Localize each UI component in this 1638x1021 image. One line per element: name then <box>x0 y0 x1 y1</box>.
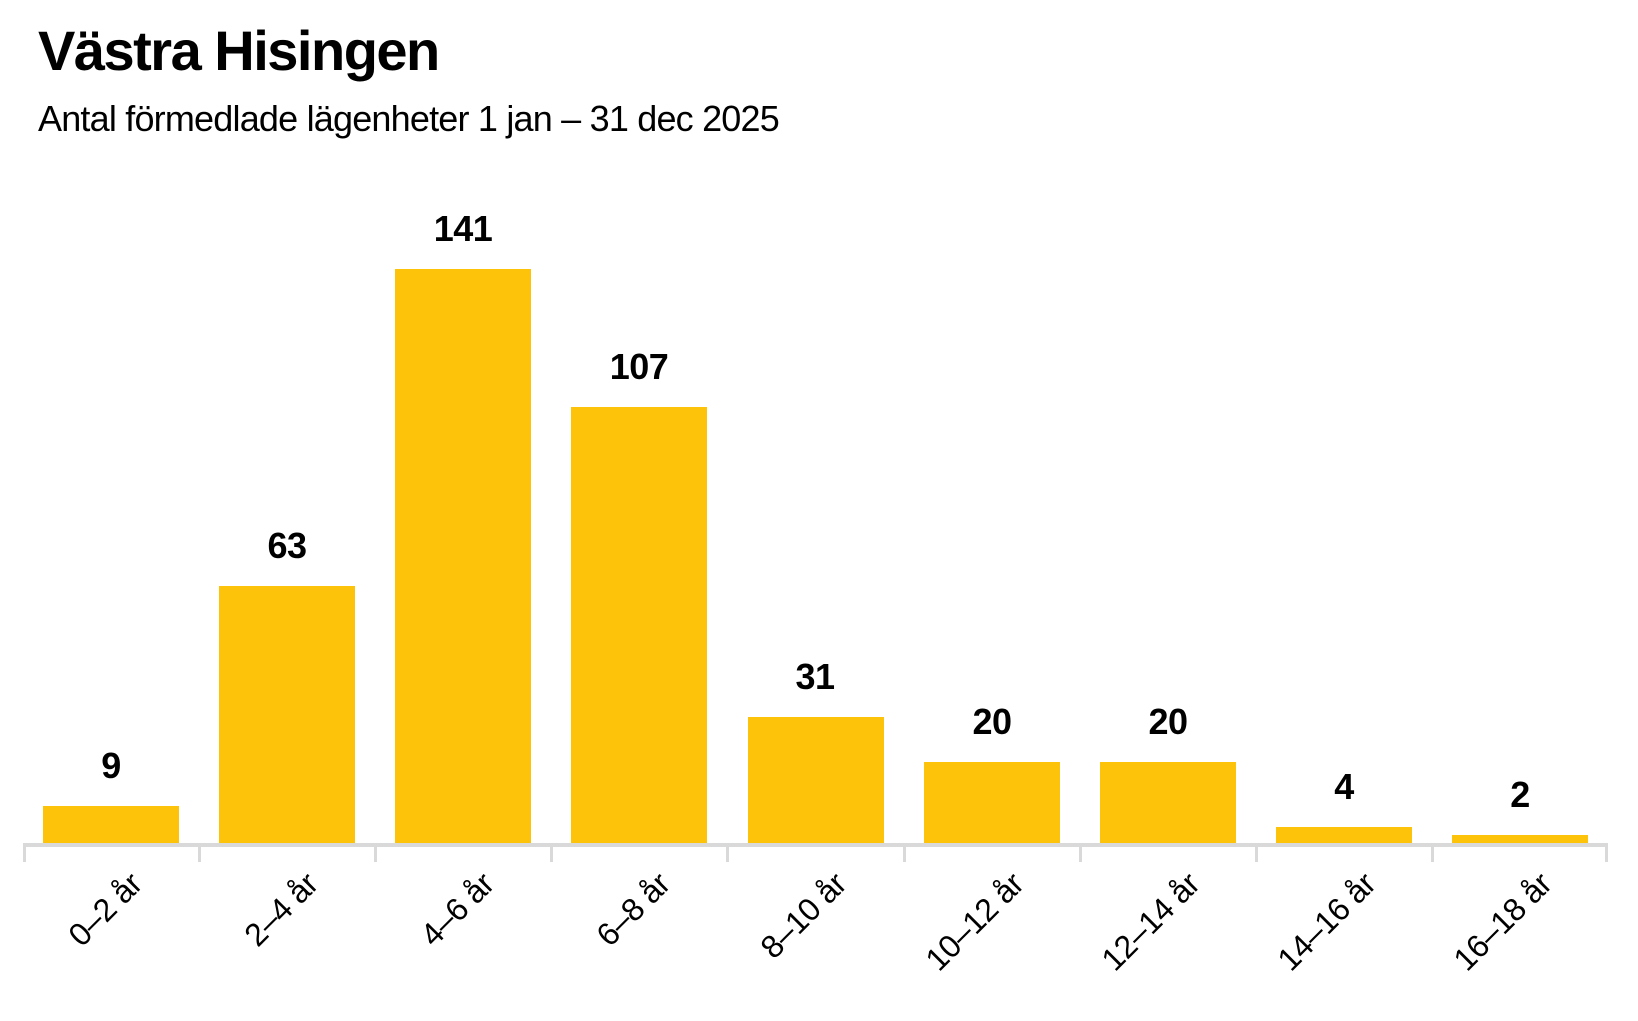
bar <box>748 717 884 843</box>
x-axis-tick <box>23 843 26 862</box>
bar <box>395 269 531 843</box>
x-axis-tick <box>1255 843 1258 862</box>
x-axis-tick <box>1431 843 1434 862</box>
x-axis-tick <box>550 843 553 862</box>
x-axis-tick <box>726 843 729 862</box>
bar-value-label: 63 <box>267 525 307 566</box>
bar <box>43 806 179 843</box>
chart-title: Västra Hisingen <box>38 19 440 82</box>
x-axis-tick <box>1605 843 1608 862</box>
x-axis-label: 2–4 år <box>237 865 326 954</box>
bar <box>219 586 355 843</box>
x-axis-label: 10–12 år <box>918 865 1031 978</box>
x-axis-label: 16–18 år <box>1446 865 1559 978</box>
chart-subtitle: Antal förmedlade lägenheter 1 jan – 31 d… <box>38 98 780 139</box>
x-axis <box>23 843 1608 847</box>
bar <box>924 762 1060 843</box>
bar-value-label: 20 <box>1148 701 1188 742</box>
x-axis-label: 4–6 år <box>413 865 502 954</box>
bar-value-label: 20 <box>972 701 1012 742</box>
bar <box>571 407 707 843</box>
x-axis-label: 12–14 år <box>1094 865 1207 978</box>
bar-value-label: 107 <box>609 346 669 387</box>
x-axis-tick <box>903 843 906 862</box>
bar-value-label: 4 <box>1334 766 1354 807</box>
x-axis-label: 8–10 år <box>753 865 854 966</box>
bar-value-label: 31 <box>795 656 835 697</box>
x-axis-label: 6–8 år <box>589 865 678 954</box>
bar-value-label: 9 <box>101 745 121 786</box>
bar <box>1100 762 1236 843</box>
x-axis-label: 0–2 år <box>61 865 150 954</box>
bar <box>1276 827 1412 843</box>
x-axis-label: 14–16 år <box>1270 865 1383 978</box>
bar-value-label: 141 <box>433 208 493 249</box>
bar-value-label: 2 <box>1510 774 1530 815</box>
plot-area: 9 0–2 år 63 2–4 år 141 4–6 år 107 6–8 år 31 8–10 … <box>23 183 1608 978</box>
x-axis-tick <box>374 843 377 862</box>
bar <box>1452 835 1588 843</box>
x-axis-tick <box>1079 843 1082 862</box>
x-axis-tick <box>198 843 201 862</box>
